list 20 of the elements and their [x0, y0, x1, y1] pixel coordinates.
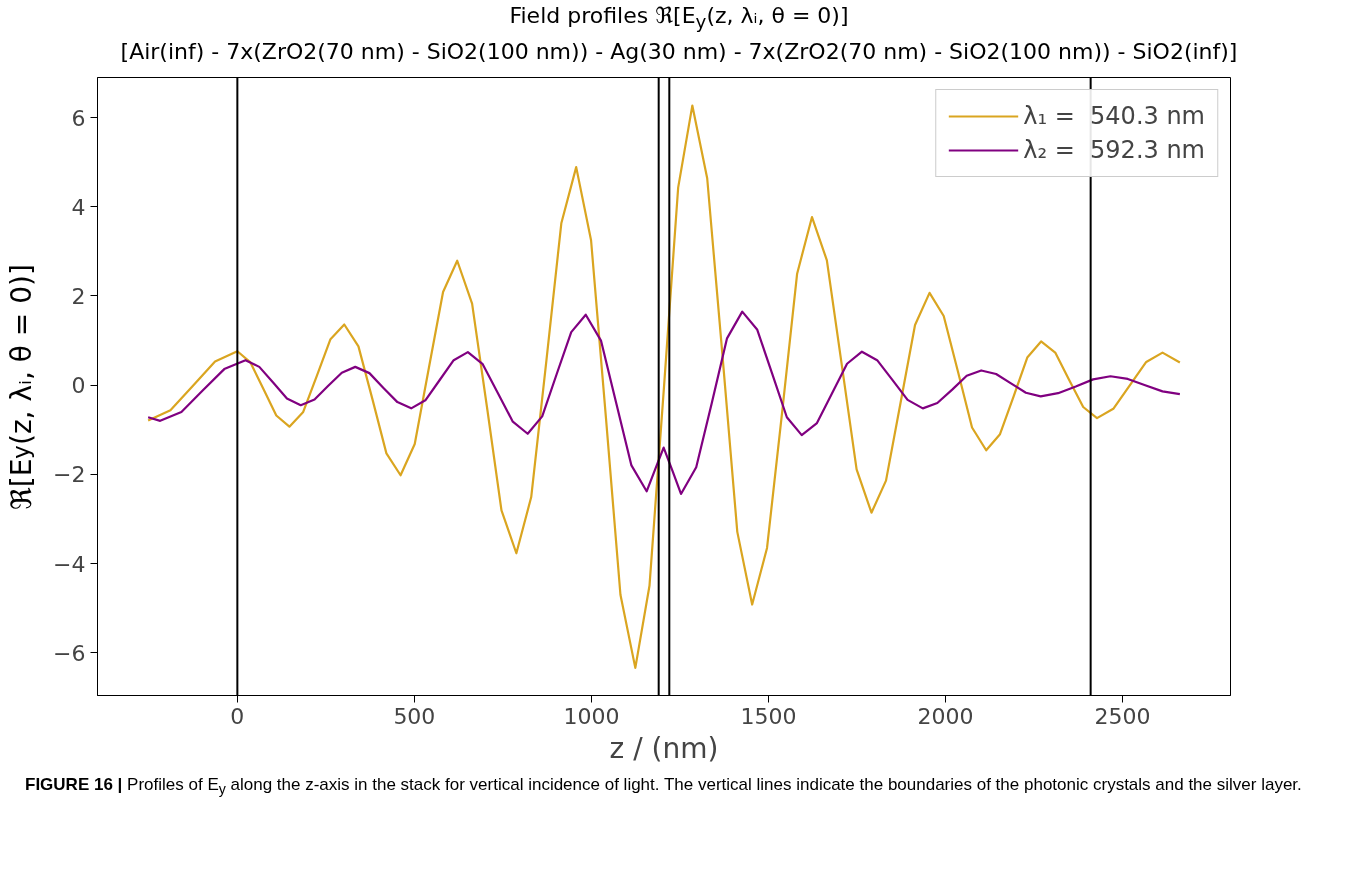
x-axis-title: z / (nm): [609, 731, 719, 765]
x-tick-label: 500: [393, 703, 436, 729]
x-tick-label: 1500: [740, 703, 797, 729]
x-tick-label: 1000: [563, 703, 620, 729]
legend-label: λ₁ = 540.3 nm: [1023, 101, 1205, 130]
legend-label: λ₂ = 592.3 nm: [1023, 135, 1205, 164]
y-tick-label: 6: [71, 105, 86, 131]
line-series: [147, 310, 1181, 496]
chart-subtitle: [Air(inf) - 7x(ZrO2(70 nm) - SiO2(100 nm)) - Ag(30 nm) - 7x(ZrO2(70 nm) - SiO2(100 nm)) - SiO2(inf)]: [119, 37, 1239, 66]
x-tick-label: 2000: [917, 703, 974, 729]
chart-title: Field profiles ℜ[E$_{y}$(z, λᵢ, θ = 0)]: [508, 2, 850, 35]
caption: FIGURE 16 | Profiles of E$_{y}$ along the z-axis in the stack for vertical incidence of light. The vertical lines indicate the boundaries of the photonic crystals and the silver layer.: [25, 774, 1302, 800]
x-tick-label: 0: [230, 703, 245, 729]
y-tick-label: −6: [53, 640, 86, 666]
y-tick-label: 4: [71, 194, 86, 220]
y-tick-label: −4: [53, 551, 86, 577]
y-tick-label: −2: [53, 462, 86, 488]
y-tick-label: 0: [71, 373, 86, 399]
y-tick-label: 2: [71, 283, 86, 309]
x-tick-label: 2500: [1094, 703, 1151, 729]
